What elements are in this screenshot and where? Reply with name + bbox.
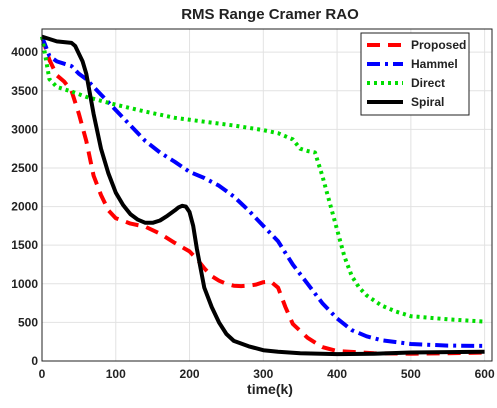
y-tick-label: 500 [18,315,38,329]
x-tick-label: 400 [327,367,347,381]
y-tick-label: 0 [31,354,38,368]
series-line-spiral [41,34,485,357]
y-tick-label: 3000 [11,122,38,136]
axis-ticks: 0 100 200 300 400 500 600 0 500 1000 1500 2000 2500 3… [11,45,495,381]
legend-label-proposed: Proposed [411,38,466,52]
y-tick-label: 1500 [11,238,38,252]
series-line-proposed [40,36,485,356]
legend: Proposed Hammel Direct Spiral [360,32,470,116]
x-tick-label: 300 [253,367,273,381]
series-line-direct [40,36,485,324]
y-tick-label: 1000 [11,277,38,291]
legend-label-spiral: Spiral [411,95,444,109]
chart-title: RMS Range Cramer RAO [181,6,359,23]
x-axis-label: time(k) [247,381,293,397]
x-tick-label: 200 [180,367,200,381]
series-line-hammel [40,35,485,348]
legend-label-direct: Direct [411,76,445,90]
series-lines [40,34,485,357]
x-tick-label: 0 [39,367,46,381]
x-tick-label: 500 [401,367,421,381]
legend-label-hammel: Hammel [411,57,458,71]
y-tick-label: 3500 [11,84,38,98]
x-tick-label: 100 [106,367,126,381]
y-tick-label: 4000 [11,45,38,59]
plot-frame [41,28,493,362]
y-tick-label: 2000 [11,200,38,214]
y-tick-label: 2500 [11,161,38,175]
x-tick-label: 600 [475,367,495,381]
